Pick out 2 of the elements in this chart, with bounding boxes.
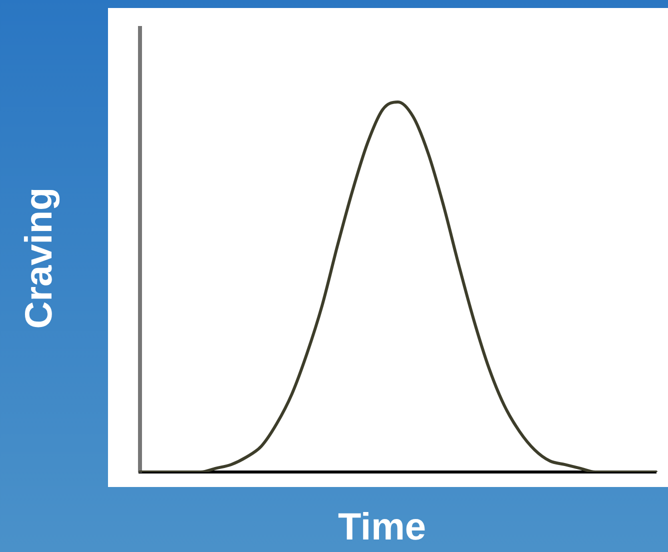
x-axis-title: Time [338, 506, 426, 550]
y-axis-title: Craving [18, 187, 62, 329]
